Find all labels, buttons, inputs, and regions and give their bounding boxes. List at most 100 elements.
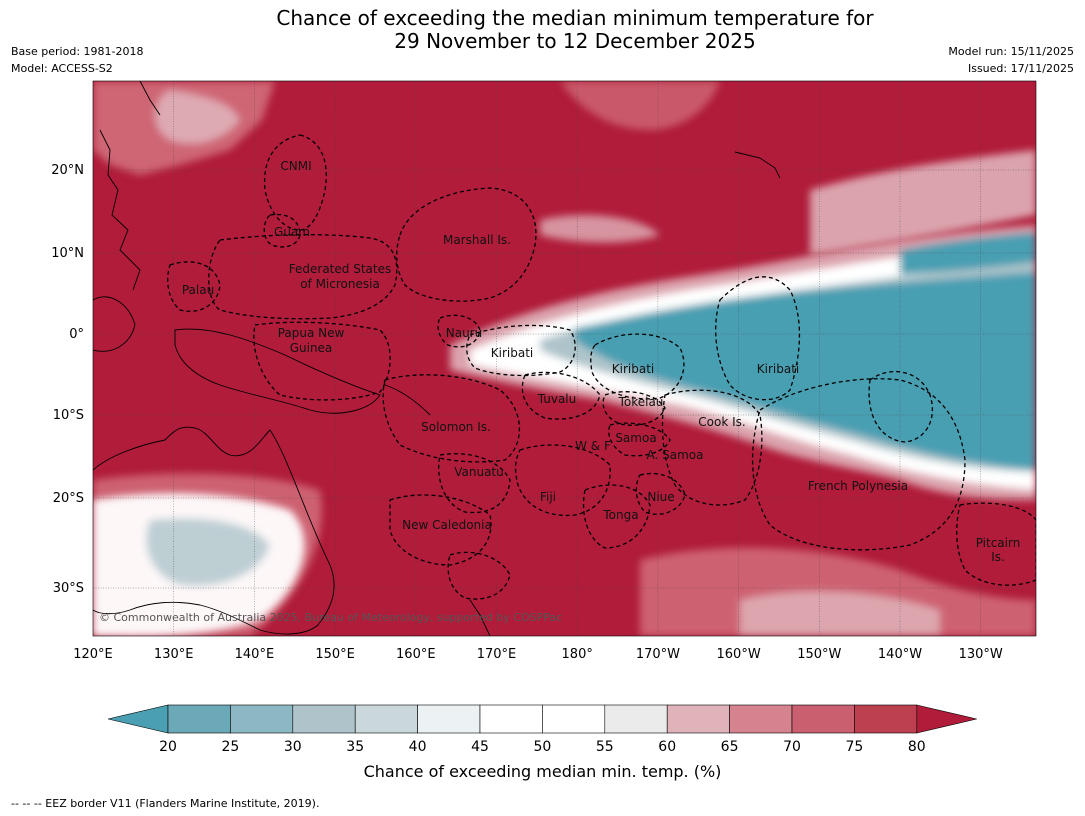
lon-label: 150°E [315, 647, 355, 662]
cool-tongue-core [575, 272, 1036, 470]
eez-tokelau [602, 391, 666, 426]
gridlines [93, 81, 1036, 636]
eez-kiribati-c [590, 333, 685, 400]
colorbar [107, 704, 977, 734]
colorbar-segment [666, 704, 730, 734]
region-label: W & F [575, 439, 611, 453]
ne-band-light [810, 150, 1036, 255]
north-spot-pale [560, 81, 720, 130]
eez-fiji [514, 444, 611, 517]
colorbar-tick-label: 30 [284, 739, 302, 755]
eez-tuvalu [521, 371, 601, 420]
base-period-label: Base period: 1981-2018 [11, 45, 144, 58]
colorbar-tick-label: 65 [721, 739, 739, 755]
eez-kiribati-w [466, 324, 576, 377]
nz-coast [469, 599, 491, 636]
region-label: Samoa [615, 431, 656, 445]
lat-label: 10°N [51, 246, 84, 261]
chart-title: Chance of exceeding the median minimum t… [0, 7, 1085, 53]
colorbar-segment [230, 704, 294, 734]
region-label: Guinea [290, 341, 333, 355]
colorbar-segment [604, 704, 668, 734]
eez-niue [635, 472, 686, 515]
lon-label: 150°W [797, 647, 841, 662]
eez-fp-east [868, 370, 934, 443]
colorbar-ticks: 20 25 30 35 40 45 50 55 60 65 70 75 80 [159, 739, 926, 755]
colorbar-segment [854, 704, 918, 734]
eez-nauru [437, 314, 481, 348]
region-label: Papua New [278, 326, 345, 340]
eez-png [253, 321, 391, 401]
eez-fsm [208, 234, 398, 320]
region-label: CNMI [280, 159, 311, 173]
lat-label: 30°S [53, 581, 84, 596]
model-label: Model: ACCESS-S2 [11, 62, 113, 75]
colorbar-min-extension [107, 704, 169, 734]
region-label: Guam [274, 225, 310, 239]
colorbar-segment [791, 704, 855, 734]
cool-tongue [450, 225, 1036, 500]
eez-pitcairn [956, 502, 1036, 586]
colorbar-segment [729, 704, 793, 734]
latitude-labels: 20°N 10°N 0° 10°S 20°S 30°S [51, 163, 84, 596]
colorbar-tick-label: 80 [908, 739, 926, 755]
australia-pale [93, 493, 305, 636]
eez-new-caledonia [389, 494, 492, 566]
region-label: of Micronesia [300, 277, 380, 291]
colorbar-tick-label: 55 [596, 739, 614, 755]
colorbar-tick-label: 60 [658, 739, 676, 755]
colorbar-tick-label: 70 [783, 739, 801, 755]
new-guinea-coast [174, 328, 381, 414]
region-label: Marshall Is. [443, 233, 511, 247]
japan-coast [139, 81, 161, 116]
colorbar-segment [479, 704, 543, 734]
region-label: Kiribati [612, 362, 654, 376]
lon-label: 130°E [154, 647, 194, 662]
region-label: Niue [647, 490, 674, 504]
colorbar-max-extension [916, 704, 977, 734]
region-label: Kiribati [757, 362, 799, 376]
eez-samoa [608, 422, 671, 457]
lon-label: 140°E [235, 647, 275, 662]
lon-label: 170°W [636, 647, 680, 662]
region-label: Vanuatu [454, 465, 504, 479]
lon-label: 170°E [477, 647, 517, 662]
lat-label: 20°N [51, 163, 84, 178]
eez-vanuatu [438, 453, 511, 514]
eez-marshall [396, 187, 537, 302]
footnote: -- -- -- EEZ border V11 (Flanders Marine… [11, 797, 320, 810]
south-band-pale [740, 591, 940, 636]
region-label: Kiribati [491, 346, 533, 360]
colorbar-tick-label: 40 [409, 739, 427, 755]
colorbar-segment [292, 704, 356, 734]
lon-label: 160°W [717, 647, 761, 662]
colorbar-tick-label: 20 [159, 739, 177, 755]
region-label: Cook Is. [698, 415, 745, 429]
coastlines [93, 81, 781, 636]
region-label: Is. [991, 550, 1005, 564]
cool-band-ne [900, 232, 1036, 275]
region-label: A. Samoa [647, 448, 704, 462]
colorbar-tick-label: 25 [221, 739, 239, 755]
australia-coast [93, 426, 335, 635]
philippines-coast [99, 129, 141, 291]
eez-fp [751, 378, 966, 551]
lat-label: 0° [69, 327, 84, 342]
lon-label: 160°E [396, 647, 436, 662]
region-label: Tokelau [618, 395, 664, 409]
region-label: Federated States [289, 262, 391, 276]
colorbar-tick-label: 50 [533, 739, 551, 755]
lon-label: 130°W [959, 647, 1003, 662]
lon-label: 120°E [73, 647, 113, 662]
hawaii-coast [734, 151, 781, 179]
longitude-labels: 120°E 130°E 140°E 150°E 160°E 170°E 180° 170°W 1… [73, 647, 1003, 662]
north-spot-light [540, 215, 660, 243]
eez-kiribati-e [715, 276, 801, 401]
title-line-1: Chance of exceeding the median minimum t… [276, 6, 874, 30]
lon-label: 180° [562, 647, 593, 662]
colorbar-segment [542, 704, 606, 734]
borneo-coast [93, 296, 136, 352]
